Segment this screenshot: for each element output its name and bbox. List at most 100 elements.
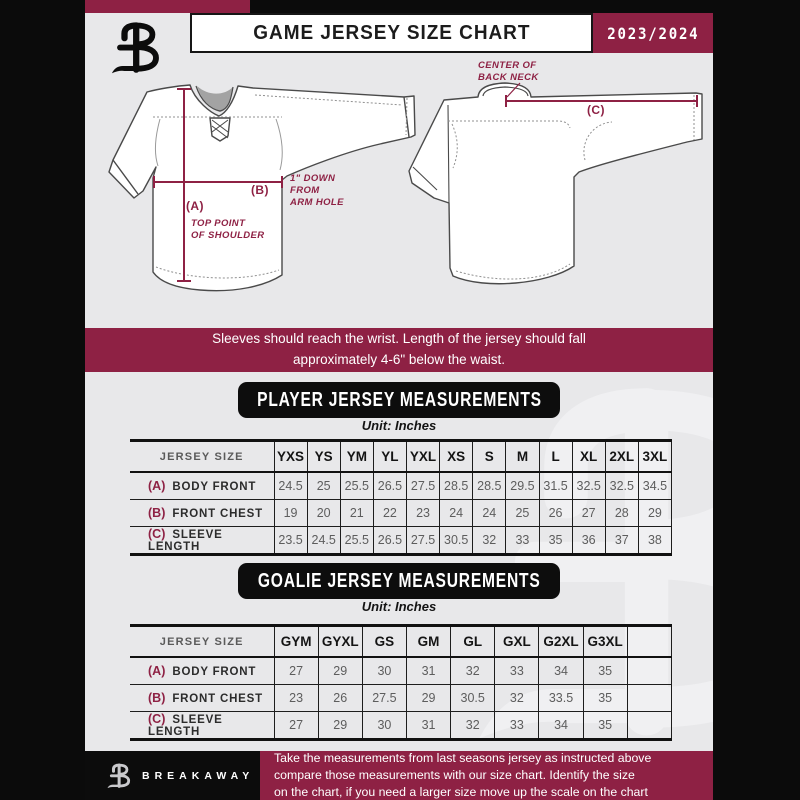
measurement-cell: 36 [571, 526, 606, 556]
size-col-header: G3XL [582, 624, 628, 658]
measurement-cell: 23 [405, 499, 441, 527]
table-row: (B) FRONT CHEST 19 20 21 22 23 24 24 25 26 27 28 29 [130, 499, 673, 527]
measurement-cell: 38 [637, 526, 673, 556]
size-col-header: YM [339, 439, 374, 473]
size-col-header: XL [571, 439, 606, 473]
size-col-header: YXL [405, 439, 441, 473]
size-col-header: YS [306, 439, 341, 473]
measurement-cell: 24.5 [273, 471, 308, 500]
measurement-cell: 29 [317, 711, 363, 741]
measure-label: BODY FRONT [172, 481, 257, 493]
measure-a-note: TOP POINT OF SHOULDER [191, 218, 265, 241]
measurement-cell: 25 [505, 499, 540, 527]
measurement-cell: 32 [494, 684, 540, 712]
measurement-cell: 27.5 [405, 526, 441, 556]
measurement-cell: 26 [317, 684, 363, 712]
goalie-section-title: GOALIE JERSEY MEASUREMENTS [257, 569, 541, 592]
measure-b-note: 1" DOWN FROM ARM HOLE [290, 173, 344, 208]
row-label-cell: (C) SLEEVE LENGTH [130, 526, 275, 556]
size-col-header: S [472, 439, 507, 473]
measure-label: SLEEVE LENGTH [148, 714, 223, 738]
measurement-cell: 25 [306, 471, 341, 500]
measure-b-label: (B) [251, 183, 269, 197]
footer-instructions: Take the measurements from last seasons … [260, 751, 713, 800]
measurement-cell: 35 [582, 656, 628, 685]
measurement-cell: 25.5 [339, 471, 374, 500]
measurement-cell: 33 [505, 526, 540, 556]
flyer-page: GAME JERSEY SIZE CHART 2023/2024 [85, 13, 713, 800]
size-col-header: G2XL [538, 624, 584, 658]
measurement-cell: 28 [604, 499, 639, 527]
player-header-row: JERSEY SIZE YXS YS YM YL YXL XS S M L XL 2XL 3XL [130, 439, 673, 473]
row-label-cell: (C) SLEEVE LENGTH [130, 711, 275, 741]
measurement-cell: 33 [494, 711, 540, 741]
row-label-cell: (B) FRONT CHEST [130, 499, 275, 527]
player-unit-label: Unit: Inches [361, 418, 437, 433]
measurement-lines [153, 82, 698, 282]
measurement-cell: 27 [273, 656, 319, 685]
measure-a-label: (A) [186, 199, 204, 213]
row-label-cell: (B) FRONT CHEST [130, 684, 275, 712]
size-col-header: 3XL [637, 439, 673, 473]
measurement-cell: 31.5 [538, 471, 573, 500]
measurement-cell: 27.5 [361, 684, 407, 712]
season-label: 2023/2024 [606, 23, 700, 43]
brand-name: BREAKAWAY [142, 769, 255, 782]
size-col-header [626, 624, 673, 658]
measurement-cell: 24 [472, 499, 507, 527]
size-col-header: M [505, 439, 540, 473]
size-col-header: GM [405, 624, 452, 658]
measurement-cell: 32 [472, 526, 507, 556]
measure-label: BODY FRONT [172, 666, 257, 678]
measurement-cell: 31 [405, 656, 452, 685]
measurement-cell: 28.5 [439, 471, 474, 500]
measurement-cell: 29 [317, 656, 363, 685]
table-row: (B) FRONT CHEST 23 26 27.5 29 30.5 32 33.5 35 [130, 684, 673, 712]
measurement-cell: 37 [604, 526, 639, 556]
measure-key: (A) [148, 664, 166, 678]
measurement-cell: 35 [582, 711, 628, 741]
measurement-cell: 34 [538, 711, 584, 741]
measurement-cell: 34 [538, 656, 584, 685]
measure-c-label: (C) [587, 103, 605, 117]
measurement-cell [626, 684, 673, 712]
footer-bar: BREAKAWAY Take the measurements from las… [85, 751, 713, 800]
measure-key: (C) [148, 712, 166, 726]
measurement-cell: 24 [439, 499, 474, 527]
measurement-cell: 30 [361, 711, 407, 741]
goalie-section-banner: GOALIE JERSEY MEASUREMENTS [238, 563, 560, 599]
measurement-cell: 31 [405, 711, 452, 741]
measurement-cell: 32.5 [604, 471, 639, 500]
top-accent-strip [85, 0, 250, 13]
breakaway-b-logo-small [107, 761, 133, 791]
size-col-header: XS [439, 439, 474, 473]
page-title-box: GAME JERSEY SIZE CHART [190, 13, 593, 53]
measurement-cell: 34.5 [637, 471, 673, 500]
size-col-header: GS [361, 624, 407, 658]
row-label-cell: (A) BODY FRONT [130, 656, 275, 685]
measurement-cell: 32.5 [571, 471, 606, 500]
measurement-cell [626, 711, 673, 741]
table-row: (A) BODY FRONT 24.5 25 25.5 26.5 27.5 28.5 28.5… [130, 471, 673, 500]
goalie-header-row: JERSEY SIZE GYM GYXL GS GM GL GXL G2XL G3XL [130, 624, 673, 658]
measure-label: FRONT CHEST [172, 693, 263, 705]
fit-instruction-text: Sleeves should reach the wrist. Length o… [212, 331, 586, 367]
goalie-measurements-table: JERSEY SIZE GYM GYXL GS GM GL GXL G2XL G3XL (A)… [130, 624, 673, 741]
size-col-header: GXL [494, 624, 540, 658]
measurement-cell: 25.5 [339, 526, 374, 556]
measurement-cell: 27 [273, 711, 319, 741]
fit-instruction-banner: Sleeves should reach the wrist. Length o… [85, 328, 713, 372]
size-header-cell: JERSEY SIZE [130, 439, 275, 473]
player-section-banner: PLAYER JERSEY MEASUREMENTS [238, 382, 560, 418]
table-row: (A) BODY FRONT 27 29 30 31 32 33 34 35 [130, 656, 673, 685]
size-col-header: YL [372, 439, 408, 473]
measurement-cell: 27 [571, 499, 606, 527]
measurement-cell: 29 [405, 684, 452, 712]
table-row: (C) SLEEVE LENGTH 23.5 24.5 25.5 26.5 27.5 30.… [130, 526, 673, 556]
measure-key: (A) [148, 479, 166, 493]
measurement-cell: 32 [450, 711, 496, 741]
size-header-cell: JERSEY SIZE [130, 624, 275, 658]
front-jersey-drawing [108, 84, 416, 292]
measurement-cell: 33 [494, 656, 540, 685]
measurement-cell: 35 [538, 526, 573, 556]
